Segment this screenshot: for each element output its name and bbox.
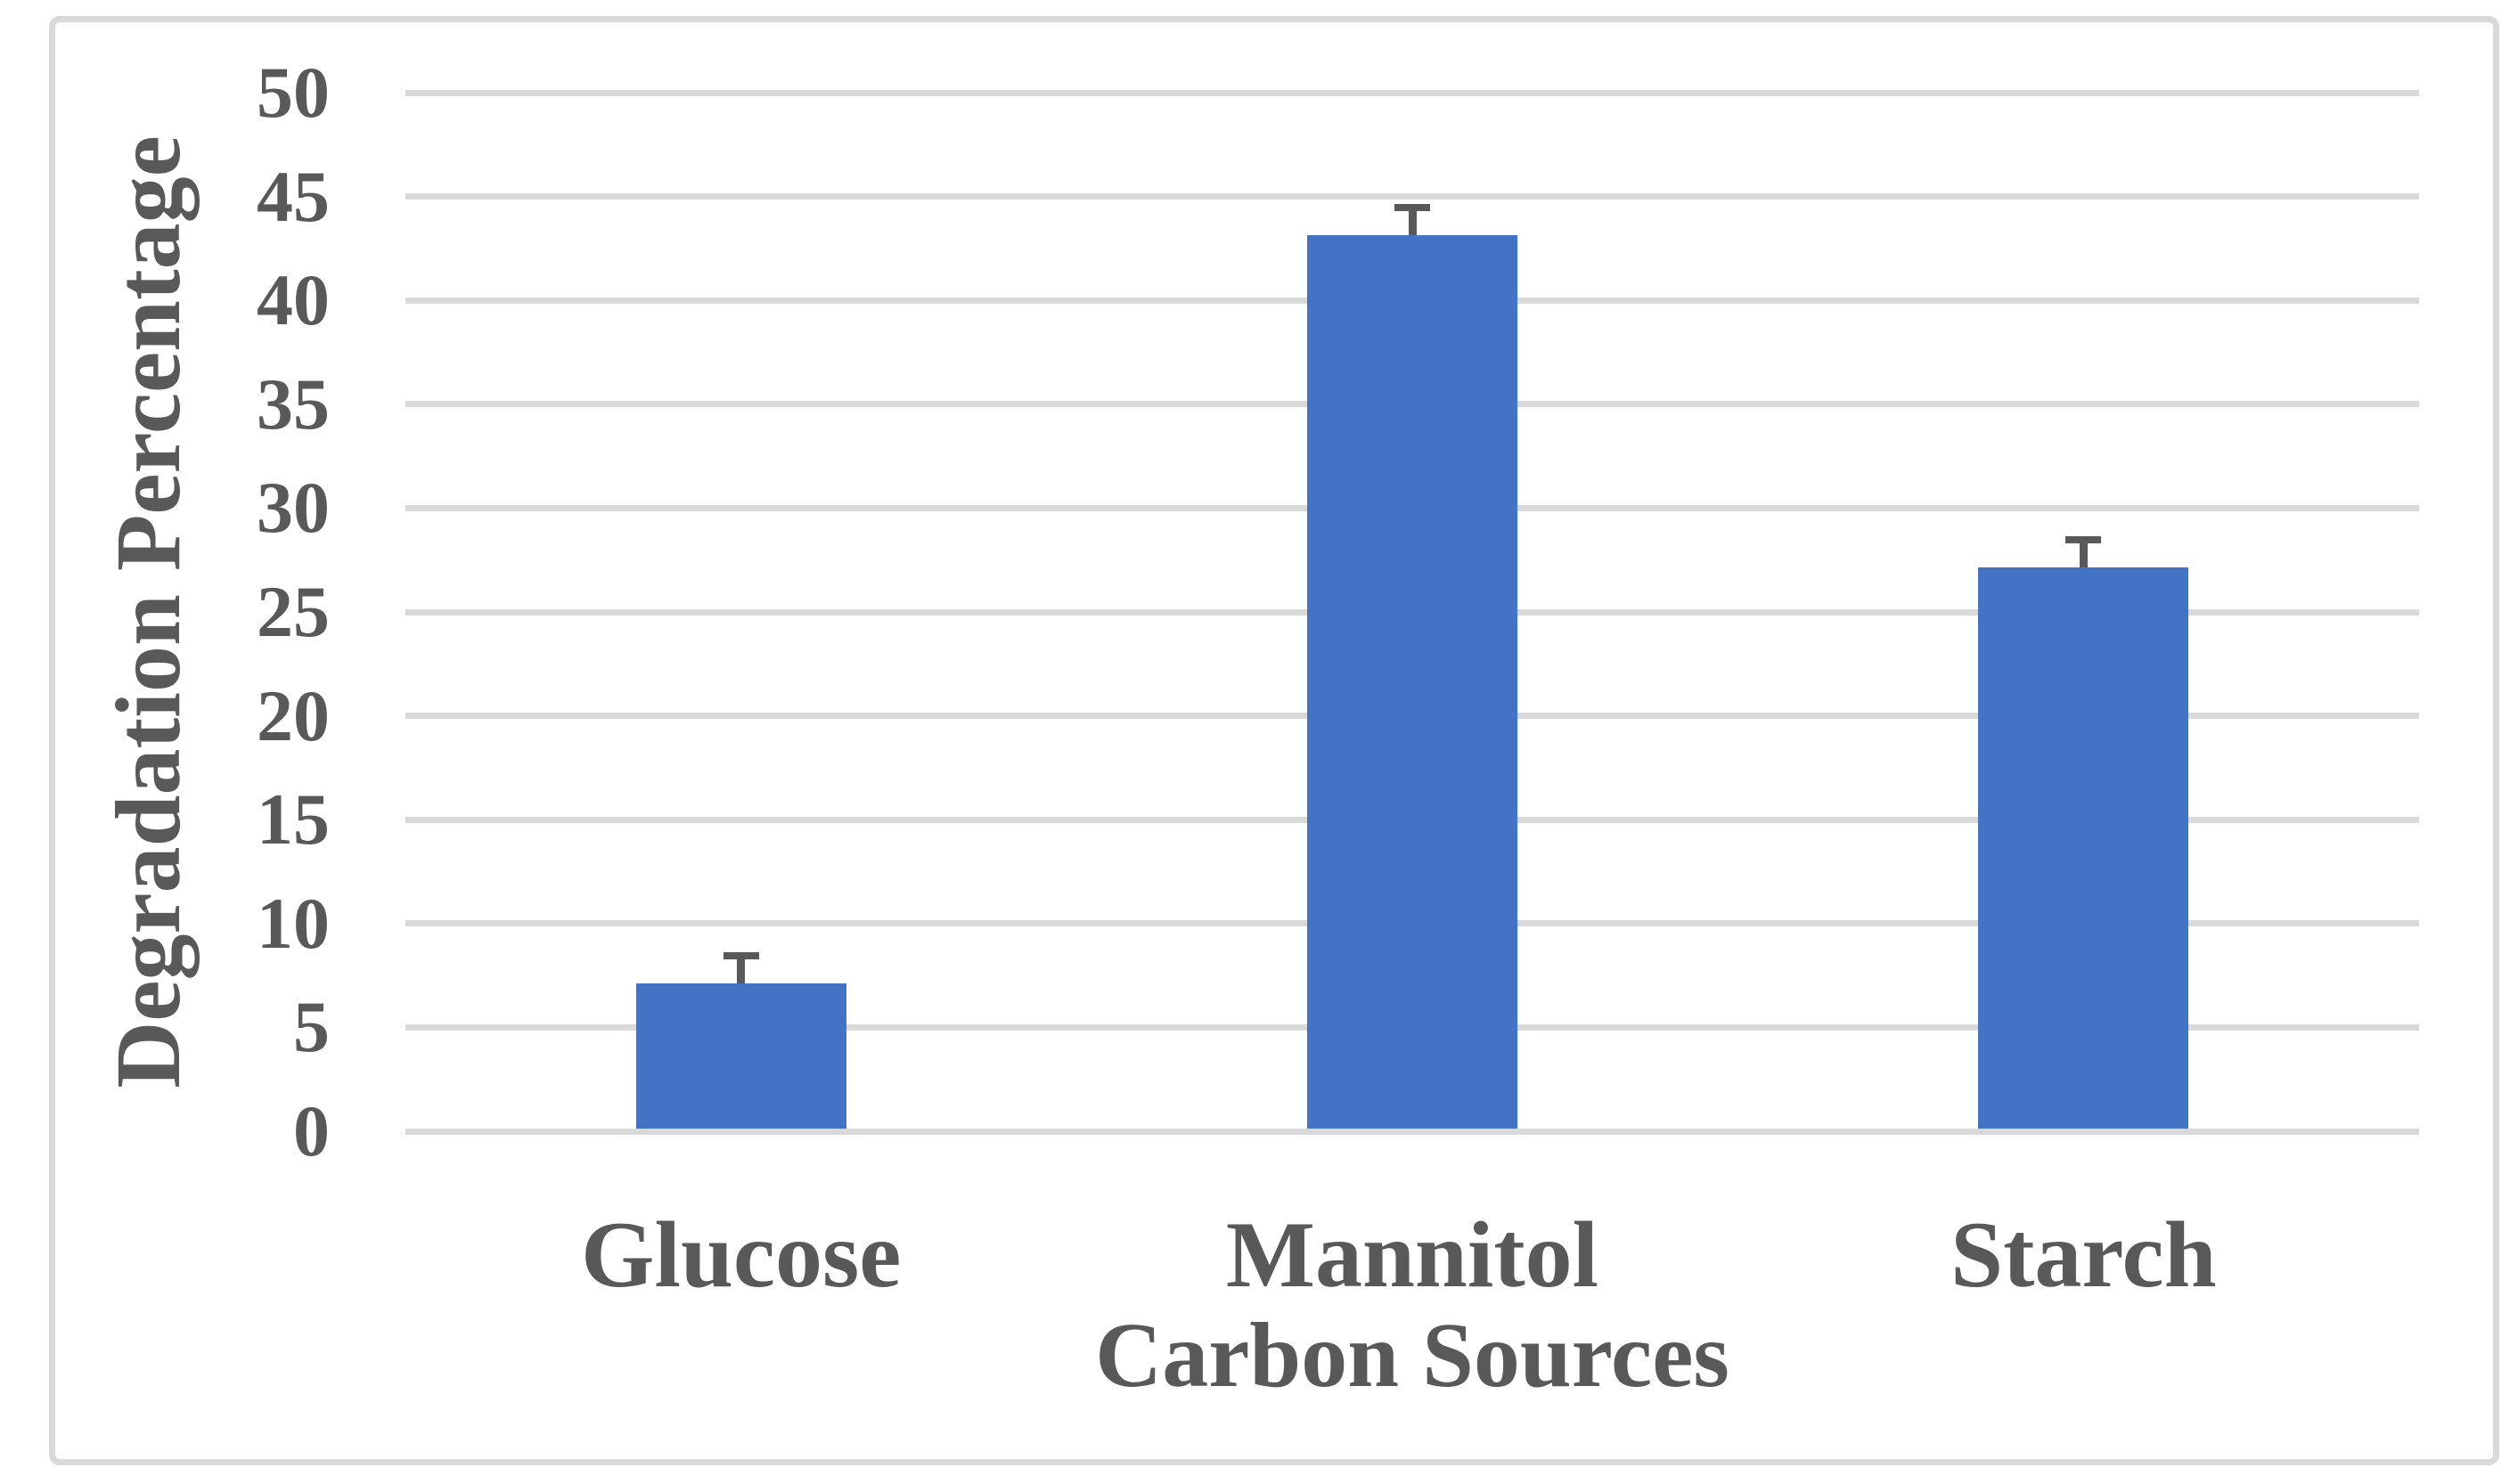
y-tick-label-40: 40 <box>257 259 330 341</box>
y-tick-label-30: 30 <box>257 467 330 549</box>
error-bar-stem-glucose <box>737 951 746 983</box>
error-bar-stem-starch <box>2079 536 2088 568</box>
error-bar-stem-mannitol <box>1408 204 1417 236</box>
y-tick-label-5: 5 <box>293 986 330 1068</box>
x-category-label-mannitol: Mannitol <box>1225 1203 1599 1307</box>
y-tick-label-35: 35 <box>257 363 330 444</box>
error-bar-cap-glucose <box>723 951 759 959</box>
x-axis-title: Carbon Sources <box>1095 1304 1729 1407</box>
y-tick-label-50: 50 <box>257 52 330 133</box>
error-bar-cap-starch <box>2065 536 2102 544</box>
chart-frame: Degradation Percentage 0 5 10 15 20 25 30 35 40 4… <box>49 16 2499 1465</box>
y-tick-label-0: 0 <box>293 1090 330 1171</box>
gridline-y-45 <box>405 193 2419 200</box>
y-tick-label-15: 15 <box>257 779 330 860</box>
gridline-y-50 <box>405 89 2419 96</box>
bar-mannitol <box>1307 235 1517 1129</box>
y-tick-label-10: 10 <box>257 882 330 964</box>
y-tick-label-45: 45 <box>257 155 330 237</box>
x-category-label-glucose: Glucose <box>581 1203 902 1307</box>
bar-glucose <box>635 983 846 1129</box>
bar-starch <box>1978 567 2189 1129</box>
y-tick-label-25: 25 <box>257 571 330 652</box>
x-category-label-starch: Starch <box>1950 1203 2217 1307</box>
gridline-y-0 <box>405 1128 2419 1135</box>
y-tick-label-20: 20 <box>257 674 330 756</box>
plot-area <box>405 89 2419 1135</box>
error-bar-cap-mannitol <box>1394 204 1430 212</box>
